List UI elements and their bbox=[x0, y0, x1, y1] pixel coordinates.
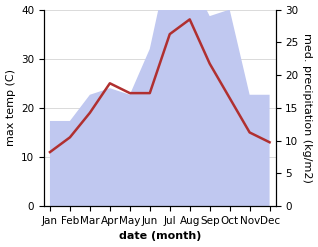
Y-axis label: max temp (C): max temp (C) bbox=[5, 69, 16, 146]
X-axis label: date (month): date (month) bbox=[119, 231, 201, 242]
Y-axis label: med. precipitation (kg/m2): med. precipitation (kg/m2) bbox=[302, 33, 313, 183]
